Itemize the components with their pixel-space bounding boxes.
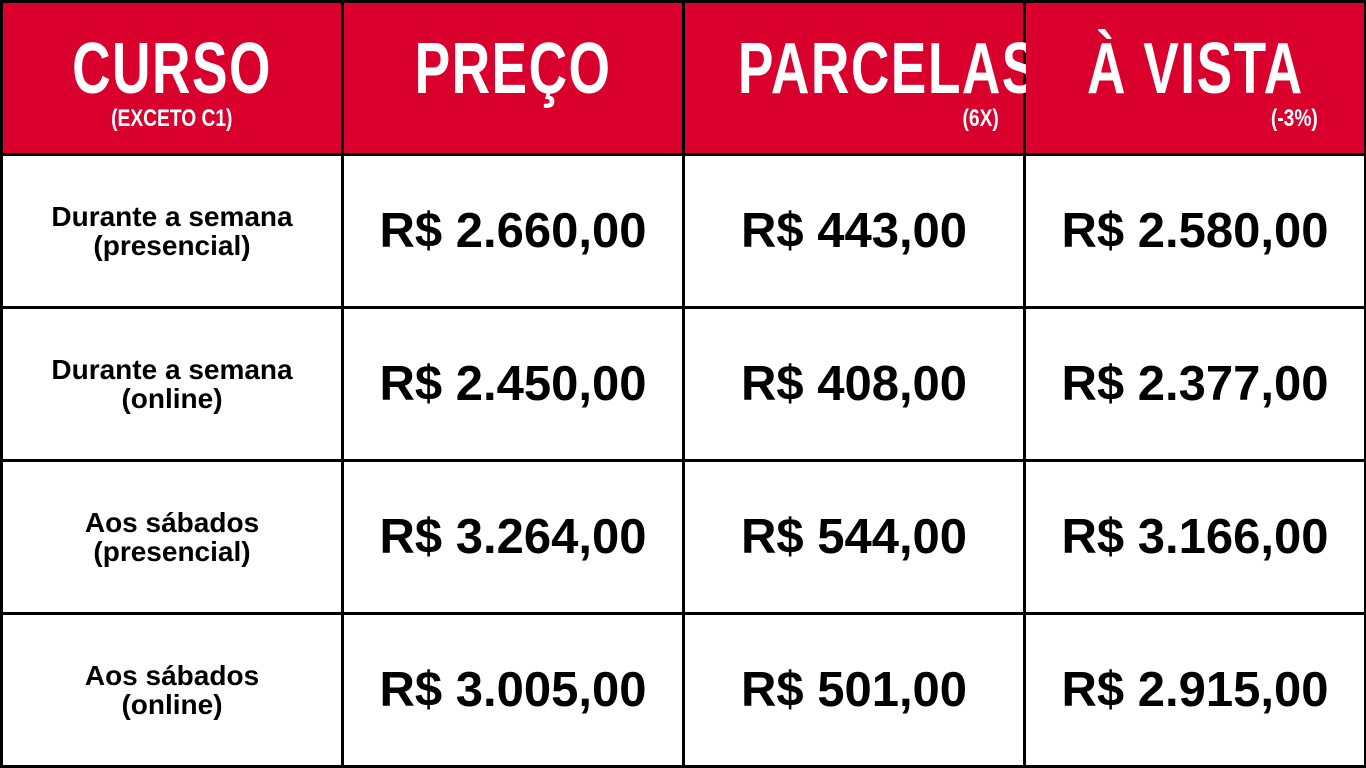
header-title: PARCELAS xyxy=(737,29,1039,109)
installment-cell: R$ 408,00 xyxy=(685,309,1023,459)
installment-cell: R$ 544,00 xyxy=(685,462,1023,612)
course-line-2: (presencial) xyxy=(93,536,251,567)
course-line-2: (online) xyxy=(121,383,223,414)
header-parcelas: PARCELAS (6X) xyxy=(685,3,1037,153)
installment-cell: R$ 501,00 xyxy=(685,615,1023,765)
course-line-1: Durante a semana xyxy=(51,354,293,385)
header-preco: PREÇO xyxy=(344,3,682,153)
course-name: Durante a semana (online) xyxy=(3,309,341,459)
course-line-2: (online) xyxy=(121,689,223,720)
course-name: Aos sábados (online) xyxy=(3,615,341,765)
header-a-vista: À VISTA (-3%) xyxy=(1026,3,1364,153)
header-curso: CURSO (EXCETO C1) xyxy=(3,3,341,153)
price-cell: R$ 3.264,00 xyxy=(344,462,682,612)
header-title: À VISTA xyxy=(1086,29,1304,109)
cash-price-cell: R$ 2.580,00 xyxy=(1026,156,1364,306)
course-line-1: Aos sábados xyxy=(84,507,260,538)
header-subtitle: (EXCETO C1) xyxy=(111,105,233,132)
cash-price-cell: R$ 2.915,00 xyxy=(1026,615,1364,765)
course-line-1: Durante a semana xyxy=(51,201,293,232)
cash-price-cell: R$ 2.377,00 xyxy=(1026,309,1364,459)
header-title: CURSO xyxy=(72,29,272,109)
header-title: PREÇO xyxy=(414,29,612,109)
course-name: Durante a semana (presencial) xyxy=(3,156,341,306)
course-line-1: Aos sábados xyxy=(84,660,260,691)
price-cell: R$ 2.450,00 xyxy=(344,309,682,459)
installment-cell: R$ 443,00 xyxy=(685,156,1023,306)
cash-price-cell: R$ 3.166,00 xyxy=(1026,462,1364,612)
course-name: Aos sábados (presencial) xyxy=(3,462,341,612)
header-subtitle: (-3%) xyxy=(1271,105,1319,132)
header-subtitle: (6X) xyxy=(962,105,999,132)
price-cell: R$ 2.660,00 xyxy=(344,156,682,306)
price-cell: R$ 3.005,00 xyxy=(344,615,682,765)
course-line-2: (presencial) xyxy=(93,230,251,261)
